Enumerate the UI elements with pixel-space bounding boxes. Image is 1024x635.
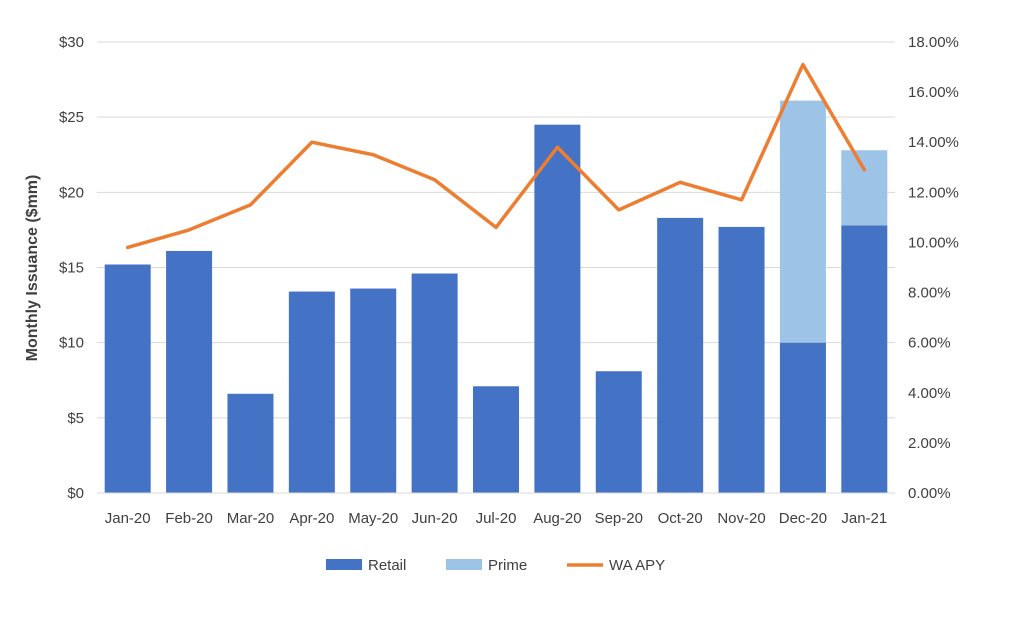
line-wa-apy [125,62,867,250]
y-right-tick-label: 18.00% [908,34,959,51]
legend-swatch-prime [446,559,482,570]
x-tick-label: Apr-20 [289,510,334,527]
bar-retail [595,371,642,493]
legend-swatch-retail [326,559,362,570]
bar-retail [718,226,765,493]
x-tick-label: Dec-20 [779,510,827,527]
y-right-tick-label: 2.00% [908,435,951,452]
bar-retail [288,291,335,493]
bar-retail [104,264,151,493]
y-axis-title: Monthly Issuance ($mm) [24,175,41,362]
bars [104,100,888,493]
y-right-tick-label: 16.00% [908,84,959,101]
y-right-tick-label: 4.00% [908,385,951,402]
y-left-tick-label: $20 [59,184,84,201]
y-right-tick-label: 0.00% [908,485,951,502]
legend-label-retail: Retail [368,557,406,574]
apy-line [125,62,867,250]
bar-retail [534,124,581,493]
axes: $0 $5 $10 $15 $20 $25 $30 0.00% 2.00% 4.00% 6.00% 8… [59,34,959,527]
bar-retail [841,225,888,493]
bar-retail [166,250,213,493]
bar-retail [350,288,397,493]
y-right-tick-label: 12.00% [908,184,959,201]
x-tick-label: Oct-20 [658,510,703,527]
y-left-tick-label: $0 [67,485,84,502]
y-left-tick-label: $25 [59,109,84,126]
y-left-tick-label: $10 [59,335,84,352]
legend: Retail Prime WA APY [326,557,665,574]
x-tick-label: Jan-21 [841,510,887,527]
legend-label-wa-apy: WA APY [609,557,665,574]
x-tick-label: May-20 [348,510,398,527]
y-right-tick-label: 10.00% [908,234,959,251]
x-tick-label: Sep-20 [595,510,643,527]
bar-retail [779,342,826,493]
y-right-tick-label: 6.00% [908,335,951,352]
x-tick-label: Aug-20 [533,510,581,527]
bar-retail [473,386,519,493]
y-left-tick-label: $5 [67,410,84,427]
x-tick-label: Mar-20 [227,510,275,527]
legend-label-prime: Prime [488,557,527,574]
bar-prime [779,100,826,343]
x-tick-label: Jun-20 [412,510,458,527]
y-left-tick-label: $30 [59,34,84,51]
y-right-tick-label: 8.00% [908,285,951,302]
bar-retail [227,393,274,493]
bar-retail [411,273,458,493]
bar-retail [657,217,704,493]
x-tick-label: Nov-20 [717,510,765,527]
y-left-tick-label: $15 [59,260,84,277]
x-tick-label: Jan-20 [105,510,151,527]
x-tick-label: Jul-20 [476,510,517,527]
x-tick-label: Feb-20 [165,510,213,527]
y-right-tick-label: 14.00% [908,134,959,151]
bar-prime [841,150,888,226]
